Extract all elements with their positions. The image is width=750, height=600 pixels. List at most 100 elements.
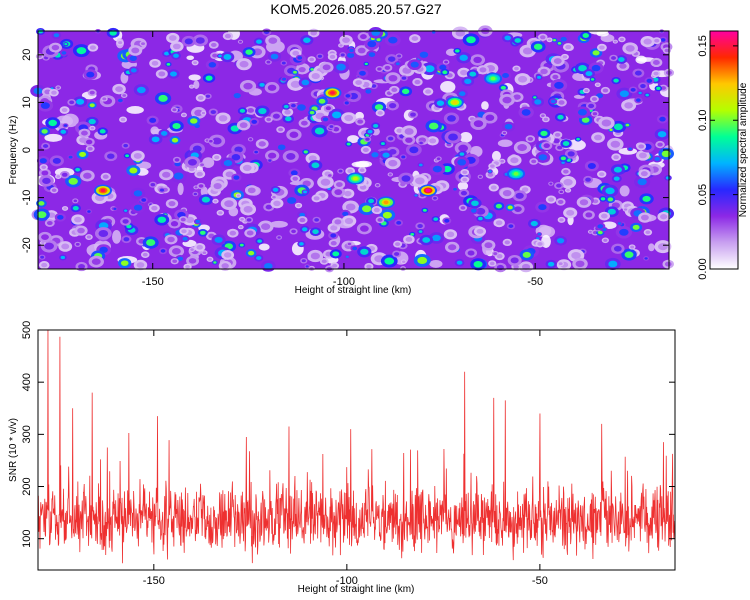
heatmap-blob-core bbox=[136, 86, 146, 94]
heatmap-blob-core bbox=[613, 155, 619, 160]
heatmap-blob-core bbox=[129, 167, 138, 174]
heatmap-blob-core bbox=[500, 159, 505, 163]
heatmap-blob-core bbox=[120, 260, 129, 266]
heatmap-blob-core bbox=[46, 220, 53, 226]
heatmap-blob-core bbox=[301, 227, 308, 232]
heatmap-blob-core bbox=[563, 178, 573, 186]
heatmap-blob-core bbox=[395, 242, 401, 247]
heatmap-blob-core bbox=[496, 254, 503, 259]
heatmap-blob-core bbox=[129, 55, 137, 61]
heatmap-blob-core bbox=[344, 217, 354, 225]
heatmap-blob-core bbox=[160, 249, 166, 253]
heatmap-blob-core bbox=[376, 38, 381, 42]
heatmap-blob-core bbox=[221, 263, 229, 269]
heatmap-blob-core bbox=[278, 127, 284, 132]
heatmap-blob-core bbox=[90, 126, 95, 130]
heatmap-blob-core bbox=[533, 96, 537, 99]
heatmap-blob-core bbox=[171, 137, 179, 143]
heatmap-blob-core bbox=[638, 152, 647, 159]
heatmap-blob-core bbox=[218, 115, 228, 122]
heatmap-blob-core bbox=[559, 218, 564, 222]
heatmap-blob-core bbox=[247, 187, 256, 194]
heatmap-blob-core bbox=[239, 225, 243, 229]
heatmap-blob-core bbox=[396, 221, 402, 225]
heatmap-blob-core bbox=[624, 102, 633, 109]
heatmap-blob-core bbox=[174, 158, 180, 162]
heatmap-blob-core bbox=[431, 31, 436, 34]
heatmap-blob-core bbox=[159, 188, 165, 192]
heatmap-blob-core bbox=[210, 42, 217, 48]
heatmap-blob-core bbox=[345, 255, 349, 258]
heatmap-blob-core bbox=[419, 51, 429, 58]
heatmap-low-patch bbox=[497, 139, 513, 147]
heatmap-blob-core bbox=[522, 251, 531, 258]
heatmap-blob-core bbox=[514, 66, 519, 71]
heatmap-blob-core bbox=[195, 219, 200, 224]
heatmap-blob-core bbox=[133, 152, 142, 159]
heatmap-blob-core bbox=[543, 117, 549, 121]
heatmap-blob-core bbox=[309, 57, 315, 62]
heatmap-blob-core bbox=[158, 94, 168, 102]
colorbar-label: Normalized spectral amplitude bbox=[738, 82, 749, 217]
heatmap-xlabel: Height of straight line (km) bbox=[295, 285, 412, 296]
heatmap-blob-core bbox=[303, 150, 308, 154]
heatmap-blob-core bbox=[357, 47, 366, 54]
heatmap-blob-core bbox=[320, 178, 331, 186]
heatmap-blob-core bbox=[285, 116, 292, 122]
heatmap-ylabel: Frequency (Hz) bbox=[8, 116, 19, 185]
heatmap-blob-core bbox=[388, 159, 398, 167]
heatmap-blob-core bbox=[364, 62, 368, 66]
heatmap-blob-core bbox=[657, 142, 663, 147]
heatmap-blob-core bbox=[537, 75, 542, 79]
heatmap-blob-core bbox=[366, 264, 372, 269]
heatmap-blob-core bbox=[417, 223, 423, 229]
heatmap-blob-core bbox=[118, 41, 123, 45]
heatmap-blob-core bbox=[259, 82, 265, 87]
snr-ytick-label: 500 bbox=[21, 321, 33, 339]
heatmap-blob-core bbox=[218, 211, 223, 215]
heatmap-blob-core bbox=[490, 185, 497, 190]
heatmap-blob-core bbox=[415, 177, 425, 185]
heatmap-blob-core bbox=[318, 98, 326, 104]
heatmap-blob-core bbox=[448, 244, 457, 251]
heatmap-blob-core bbox=[596, 83, 600, 87]
heatmap-blob-core bbox=[436, 157, 441, 161]
heatmap-blob-core bbox=[619, 90, 629, 98]
heatmap-blob-core bbox=[610, 140, 621, 148]
heatmap-blob-core bbox=[123, 143, 128, 148]
heatmap-blob-core bbox=[471, 208, 477, 213]
heatmap-blob-core bbox=[102, 97, 107, 101]
heatmap-blob-core bbox=[660, 38, 666, 42]
heatmap-blob-core bbox=[460, 206, 466, 210]
heatmap-blob-core bbox=[39, 158, 47, 164]
heatmap-blob-core bbox=[256, 256, 262, 260]
heatmap-blob-core bbox=[643, 38, 652, 45]
heatmap-blob-core bbox=[51, 188, 57, 192]
heatmap-blob-core bbox=[41, 170, 49, 176]
heatmap-blob-core bbox=[660, 214, 668, 220]
heatmap-blob-core bbox=[317, 54, 323, 58]
heatmap-blob-core bbox=[303, 37, 311, 43]
heatmap-blob-core bbox=[266, 117, 272, 122]
heatmap-blob-core bbox=[41, 129, 48, 134]
heatmap-blob-core bbox=[453, 187, 457, 191]
heatmap-blob-core bbox=[99, 129, 106, 134]
heatmap-blob-core bbox=[184, 38, 193, 45]
heatmap-blob-core bbox=[272, 195, 276, 199]
heatmap-blob-core bbox=[459, 54, 468, 61]
heatmap-blob-core bbox=[41, 234, 49, 240]
heatmap-blob-core bbox=[268, 37, 278, 44]
heatmap-blob-core bbox=[51, 90, 57, 95]
heatmap-blob-core bbox=[371, 84, 377, 88]
heatmap-blob-core bbox=[181, 229, 187, 234]
heatmap-low-patch bbox=[193, 80, 200, 89]
heatmap-blob-core bbox=[240, 217, 244, 221]
heatmap-blob-core bbox=[540, 35, 546, 40]
heatmap-blob-core bbox=[538, 154, 548, 161]
heatmap-blob-core bbox=[89, 45, 96, 50]
heatmap-blob-core bbox=[422, 237, 431, 243]
heatmap-blob-core bbox=[301, 120, 308, 126]
heatmap-blob-core bbox=[321, 259, 327, 264]
heatmap-blob-core bbox=[173, 53, 179, 58]
